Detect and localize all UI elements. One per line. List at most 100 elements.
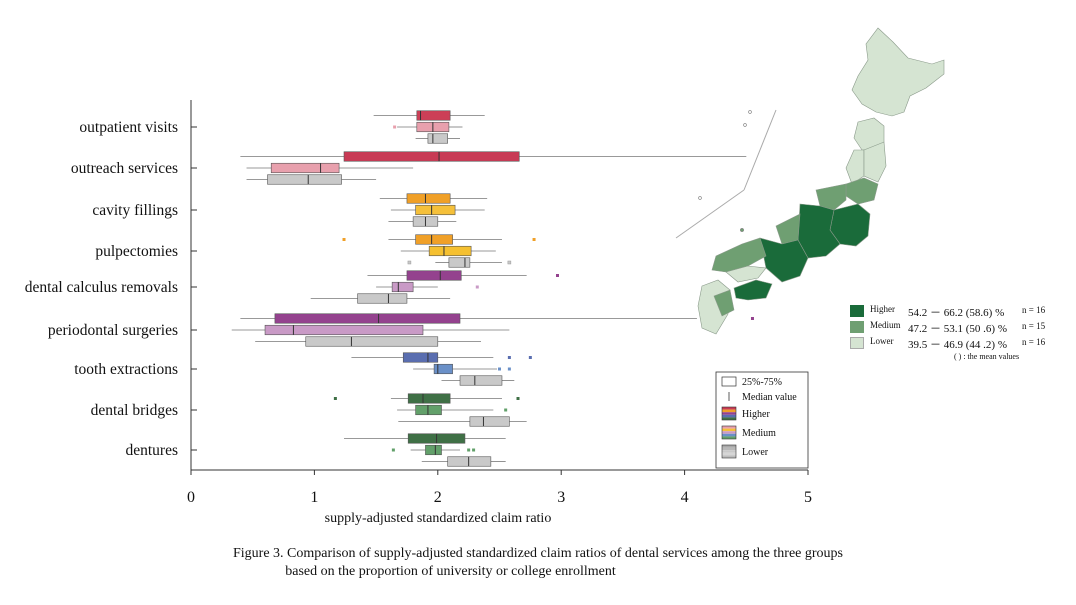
box-higher	[274, 313, 461, 324]
outlier-point	[342, 238, 346, 241]
map-region-niigata	[815, 183, 847, 211]
category-label: dental calculus removals	[25, 279, 178, 296]
outlier-point	[393, 125, 397, 129]
box-lower	[427, 133, 448, 144]
category-label: tooth extractions	[74, 361, 178, 378]
outlier-point	[467, 448, 471, 452]
box-lower	[305, 336, 439, 347]
box-medium	[415, 204, 456, 216]
legend-stripe-frame	[721, 406, 737, 421]
legend-stripe	[722, 428, 736, 432]
box-medium	[264, 324, 424, 336]
map-legend-n: n = 15	[1022, 321, 1046, 331]
map-region-shikoku	[733, 279, 773, 301]
legend-stripe	[722, 445, 736, 448]
legend-label: 25%-75%	[742, 377, 782, 388]
x-tick-label: 0	[187, 489, 195, 506]
legend-stripe	[722, 455, 736, 458]
figure-caption: Figure 3. Comparison of supply-adjusted …	[0, 545, 1076, 581]
map-region-chugoku-south	[725, 265, 767, 283]
map-island	[748, 110, 752, 114]
map-region-chugoku	[711, 237, 767, 273]
box-lower	[459, 375, 503, 386]
legend-stripe	[722, 433, 736, 437]
legend-label: Median value	[742, 392, 797, 403]
map-region-hokuriku	[775, 213, 801, 245]
map-legend-range: 47.2 － 53.1 (50 .6) %	[908, 323, 1007, 335]
map-legend-note: ( ) : the mean values	[954, 352, 1020, 361]
map-legend-swatch-higher	[850, 305, 864, 317]
map-legend-label: Lower	[870, 336, 894, 346]
map-legend-n: n = 16	[1022, 305, 1046, 315]
legend-stripe	[722, 407, 736, 410]
map-region-tohoku-south	[845, 177, 879, 205]
category-label: outreach services	[71, 160, 178, 177]
box-medium	[428, 245, 472, 257]
legend-stripe	[722, 452, 736, 456]
category-label: pulpectomies	[95, 243, 178, 260]
box-medium	[433, 363, 453, 375]
outlier-point	[407, 260, 412, 265]
x-tick-label: 2	[434, 489, 442, 506]
box-lower	[447, 456, 492, 467]
caption-line-2: based on the proportion of university or…	[285, 564, 616, 579]
legend-stripe-frame	[721, 425, 737, 440]
outlier-point	[333, 397, 337, 400]
x-tick-label: 4	[681, 489, 689, 506]
outlier-point	[528, 356, 532, 359]
map-region-kyushu-east	[713, 289, 735, 317]
map-island	[743, 123, 747, 127]
legend-stripe	[722, 426, 736, 429]
outlier-point	[516, 397, 520, 400]
x-tick-label: 3	[557, 489, 565, 506]
category-label: periodontal surgeries	[48, 322, 178, 339]
category-label: dental bridges	[91, 402, 178, 419]
map-legend-swatch-lower	[850, 337, 864, 349]
outlier-point	[555, 274, 559, 277]
legend-label: Higher	[742, 409, 770, 420]
map-island	[740, 228, 744, 232]
box-higher	[416, 110, 451, 121]
x-tick-label: 1	[310, 489, 318, 506]
legend-stripe	[722, 447, 736, 451]
box-medium	[415, 404, 442, 416]
legend-stripe	[722, 409, 736, 413]
box-lower	[267, 174, 342, 185]
box-higher	[407, 393, 451, 404]
box-higher	[402, 352, 439, 363]
box-higher	[406, 193, 451, 204]
outlier-point	[391, 448, 395, 452]
box-higher	[343, 151, 520, 162]
legend-stripe	[722, 436, 736, 439]
outlier-point	[475, 285, 479, 289]
legend-stripe-frame	[721, 444, 737, 459]
legend-stripe	[722, 412, 736, 415]
box-higher	[415, 234, 453, 245]
map-legend-range: 39.5 － 46.9 (44 .2) %	[908, 339, 1007, 351]
map-legend-swatch-medium	[850, 321, 864, 333]
category-label: cavity fillings	[92, 202, 178, 219]
map-region-hokkaido	[851, 27, 945, 117]
legend-stripe	[722, 450, 736, 453]
map-legend-n: n = 16	[1022, 337, 1046, 347]
outlier-point	[507, 356, 511, 359]
outlier-point	[532, 238, 536, 241]
outlier-point	[750, 317, 754, 320]
map-region-tohoku-east	[863, 141, 887, 183]
box-medium	[391, 281, 414, 293]
outlier-point	[498, 367, 501, 371]
map-region-kinki	[759, 237, 809, 283]
legend-label: Lower	[742, 447, 769, 458]
map-inset-line	[743, 109, 777, 191]
map-legend-label: Higher	[870, 304, 895, 314]
legend-stripe	[722, 414, 736, 418]
legend-box-symbol	[721, 376, 737, 387]
box-medium	[425, 444, 442, 456]
box-medium	[270, 162, 340, 174]
legend-stripe	[722, 417, 736, 420]
caption-line-1: Figure 3. Comparison of supply-adjusted …	[232, 546, 843, 561]
box-lower	[357, 293, 408, 304]
box-lower	[469, 416, 510, 427]
category-label: dentures	[125, 442, 178, 459]
